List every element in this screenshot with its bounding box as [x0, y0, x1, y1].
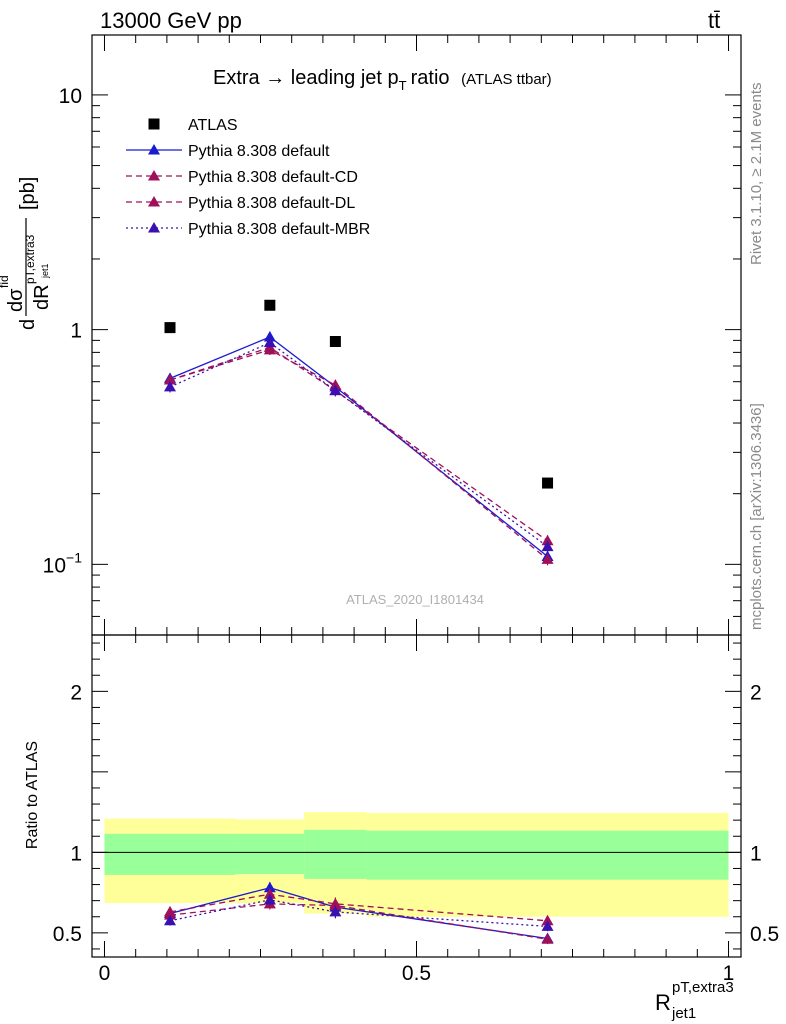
- ratio-y-tick-label-right: 1: [750, 842, 762, 865]
- svg-text:d: d: [17, 319, 39, 330]
- analysis-watermark: ATLAS_2020_I1801434: [346, 592, 484, 607]
- ratio-line: [169, 899, 548, 928]
- legend-marker: [148, 118, 160, 130]
- data-point: [541, 540, 554, 552]
- ratio-panel-frame: 0.5 0.5 1 1 2 2 0 0.5 1: [53, 634, 779, 985]
- header-right-label: tt̄: [708, 8, 720, 33]
- legend-label: Pythia 8.308 default-DL: [188, 195, 355, 212]
- legend-label: Pythia 8.308 default-MBR: [188, 221, 370, 238]
- data-point: [329, 379, 342, 390]
- data-point: [541, 553, 554, 564]
- main-panel-data: [164, 299, 554, 566]
- ratio-point: [541, 933, 554, 944]
- y-tick-label-exponent: −1: [66, 549, 82, 565]
- ratio-y-tick-label: 0.5: [53, 923, 82, 946]
- svg-text:dσ: dσ: [5, 288, 27, 312]
- uncertainty-band-inner: [366, 830, 729, 880]
- title-subscript: T: [399, 78, 407, 93]
- ratio-point: [541, 914, 554, 926]
- main-panel-frame: 10 1 10−1: [43, 34, 742, 636]
- main-y-axis-label: d dσ fid dR pT,extra3 jet1 [pb]: [0, 177, 53, 330]
- header-left-label: 13000 GeV pp: [100, 8, 242, 33]
- atlas-point: [164, 322, 176, 334]
- svg-text:fid: fid: [0, 275, 11, 288]
- legend: ATLAS Pythia 8.308 default Pythia 8.308 de…: [126, 117, 370, 238]
- series-mc-4: [164, 336, 554, 553]
- legend-label: Pythia 8.308 default: [188, 143, 330, 160]
- svg-text:jet1: jet1: [40, 263, 50, 279]
- legend-marker: [148, 170, 160, 181]
- uncertainty-band-inner: [104, 833, 236, 875]
- x-axis-label: R pT,extra3 jet1: [655, 979, 734, 1022]
- series-mc-1: [164, 331, 554, 563]
- series-atlas: [164, 299, 554, 489]
- svg-text:dR: dR: [31, 284, 53, 310]
- legend-item: ATLAS: [148, 117, 238, 134]
- legend-label: ATLAS: [188, 117, 238, 134]
- legend-marker: [148, 196, 160, 207]
- ratio-panel-data: [164, 881, 554, 945]
- legend-item: Pythia 8.308 default-DL: [126, 195, 355, 212]
- legend-marker: [148, 222, 160, 233]
- ratio-point: [541, 920, 554, 931]
- ratio-point: [164, 914, 177, 926]
- ratio-y-axis-label: Ratio to ATLAS: [24, 741, 41, 849]
- uncertainty-band-inner: [304, 829, 367, 879]
- uncertainty-band-inner: [235, 833, 305, 875]
- ratio-y-tick-label-right: 2: [750, 681, 762, 704]
- ratio-y-tick-label: 1: [70, 842, 82, 865]
- data-point: [541, 534, 554, 546]
- ratio-point: [263, 888, 276, 899]
- data-point: [263, 336, 276, 348]
- ratio-line: [169, 893, 548, 922]
- legend-label: Pythia 8.308 default-CD: [188, 169, 358, 186]
- legend-item: Pythia 8.308 default: [126, 143, 330, 160]
- svg-text:jet1: jet1: [671, 1005, 696, 1022]
- ratio-series-3: [164, 888, 554, 926]
- data-point: [164, 374, 177, 385]
- data-point: [263, 331, 276, 342]
- data-point: [329, 384, 342, 396]
- svg-text:R: R: [655, 990, 671, 1015]
- ratio-point: [263, 893, 276, 905]
- ratio-point: [263, 881, 276, 893]
- y-tick-label-1: 1: [70, 320, 82, 343]
- ratio-point: [329, 897, 342, 909]
- mcplots-credit-label: mcplots.cern.ch [arXiv:1306.3436]: [748, 403, 765, 630]
- series-line: [169, 341, 548, 548]
- title-text: Extra → leading jet pT ratio: [213, 67, 450, 93]
- rivet-version-label: Rivet 3.1.10, ≥ 2.1M events: [748, 83, 765, 266]
- legend-item: Pythia 8.308 default-CD: [126, 169, 358, 186]
- title-rest: ratio: [411, 67, 450, 89]
- svg-text:pT,extra3: pT,extra3: [672, 979, 734, 996]
- ratio-line: [169, 903, 548, 940]
- ratio-panel-background: [92, 812, 741, 917]
- y-tick-label-10: 10: [59, 85, 82, 108]
- svg-text:[pb]: [pb]: [17, 177, 39, 210]
- atlas-point: [264, 299, 276, 311]
- main-plot-title: Extra → leading jet pT ratio (ATLAS ttbar…: [213, 67, 552, 93]
- y-tick-label-0p1: 10−1: [43, 549, 83, 577]
- series-line: [169, 349, 548, 560]
- series-mc-2: [164, 343, 554, 566]
- ratio-y-tick-label-right: 0.5: [750, 923, 779, 946]
- ratio-point: [164, 905, 177, 917]
- atlas-point: [542, 477, 554, 489]
- series-line: [169, 336, 548, 558]
- svg-text:pT,extra3: pT,extra3: [23, 234, 37, 284]
- title-subtitle: (ATLAS ttbar): [461, 71, 552, 88]
- x-tick-label: 0: [99, 962, 111, 985]
- ratio-y-tick-label: 2: [70, 681, 82, 704]
- legend-marker: [148, 144, 160, 155]
- x-tick-label: 1: [723, 962, 735, 985]
- ratio-series-4: [164, 893, 554, 932]
- data-point: [164, 380, 177, 392]
- legend-item: Pythia 8.308 default-MBR: [126, 221, 370, 238]
- ratio-point: [329, 905, 342, 917]
- x-tick-label: 0.5: [402, 962, 431, 985]
- atlas-point: [329, 336, 341, 348]
- series-line: [169, 346, 548, 542]
